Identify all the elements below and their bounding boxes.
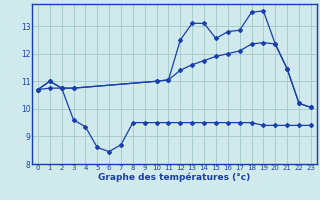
X-axis label: Graphe des températures (°c): Graphe des températures (°c) [98,173,251,182]
